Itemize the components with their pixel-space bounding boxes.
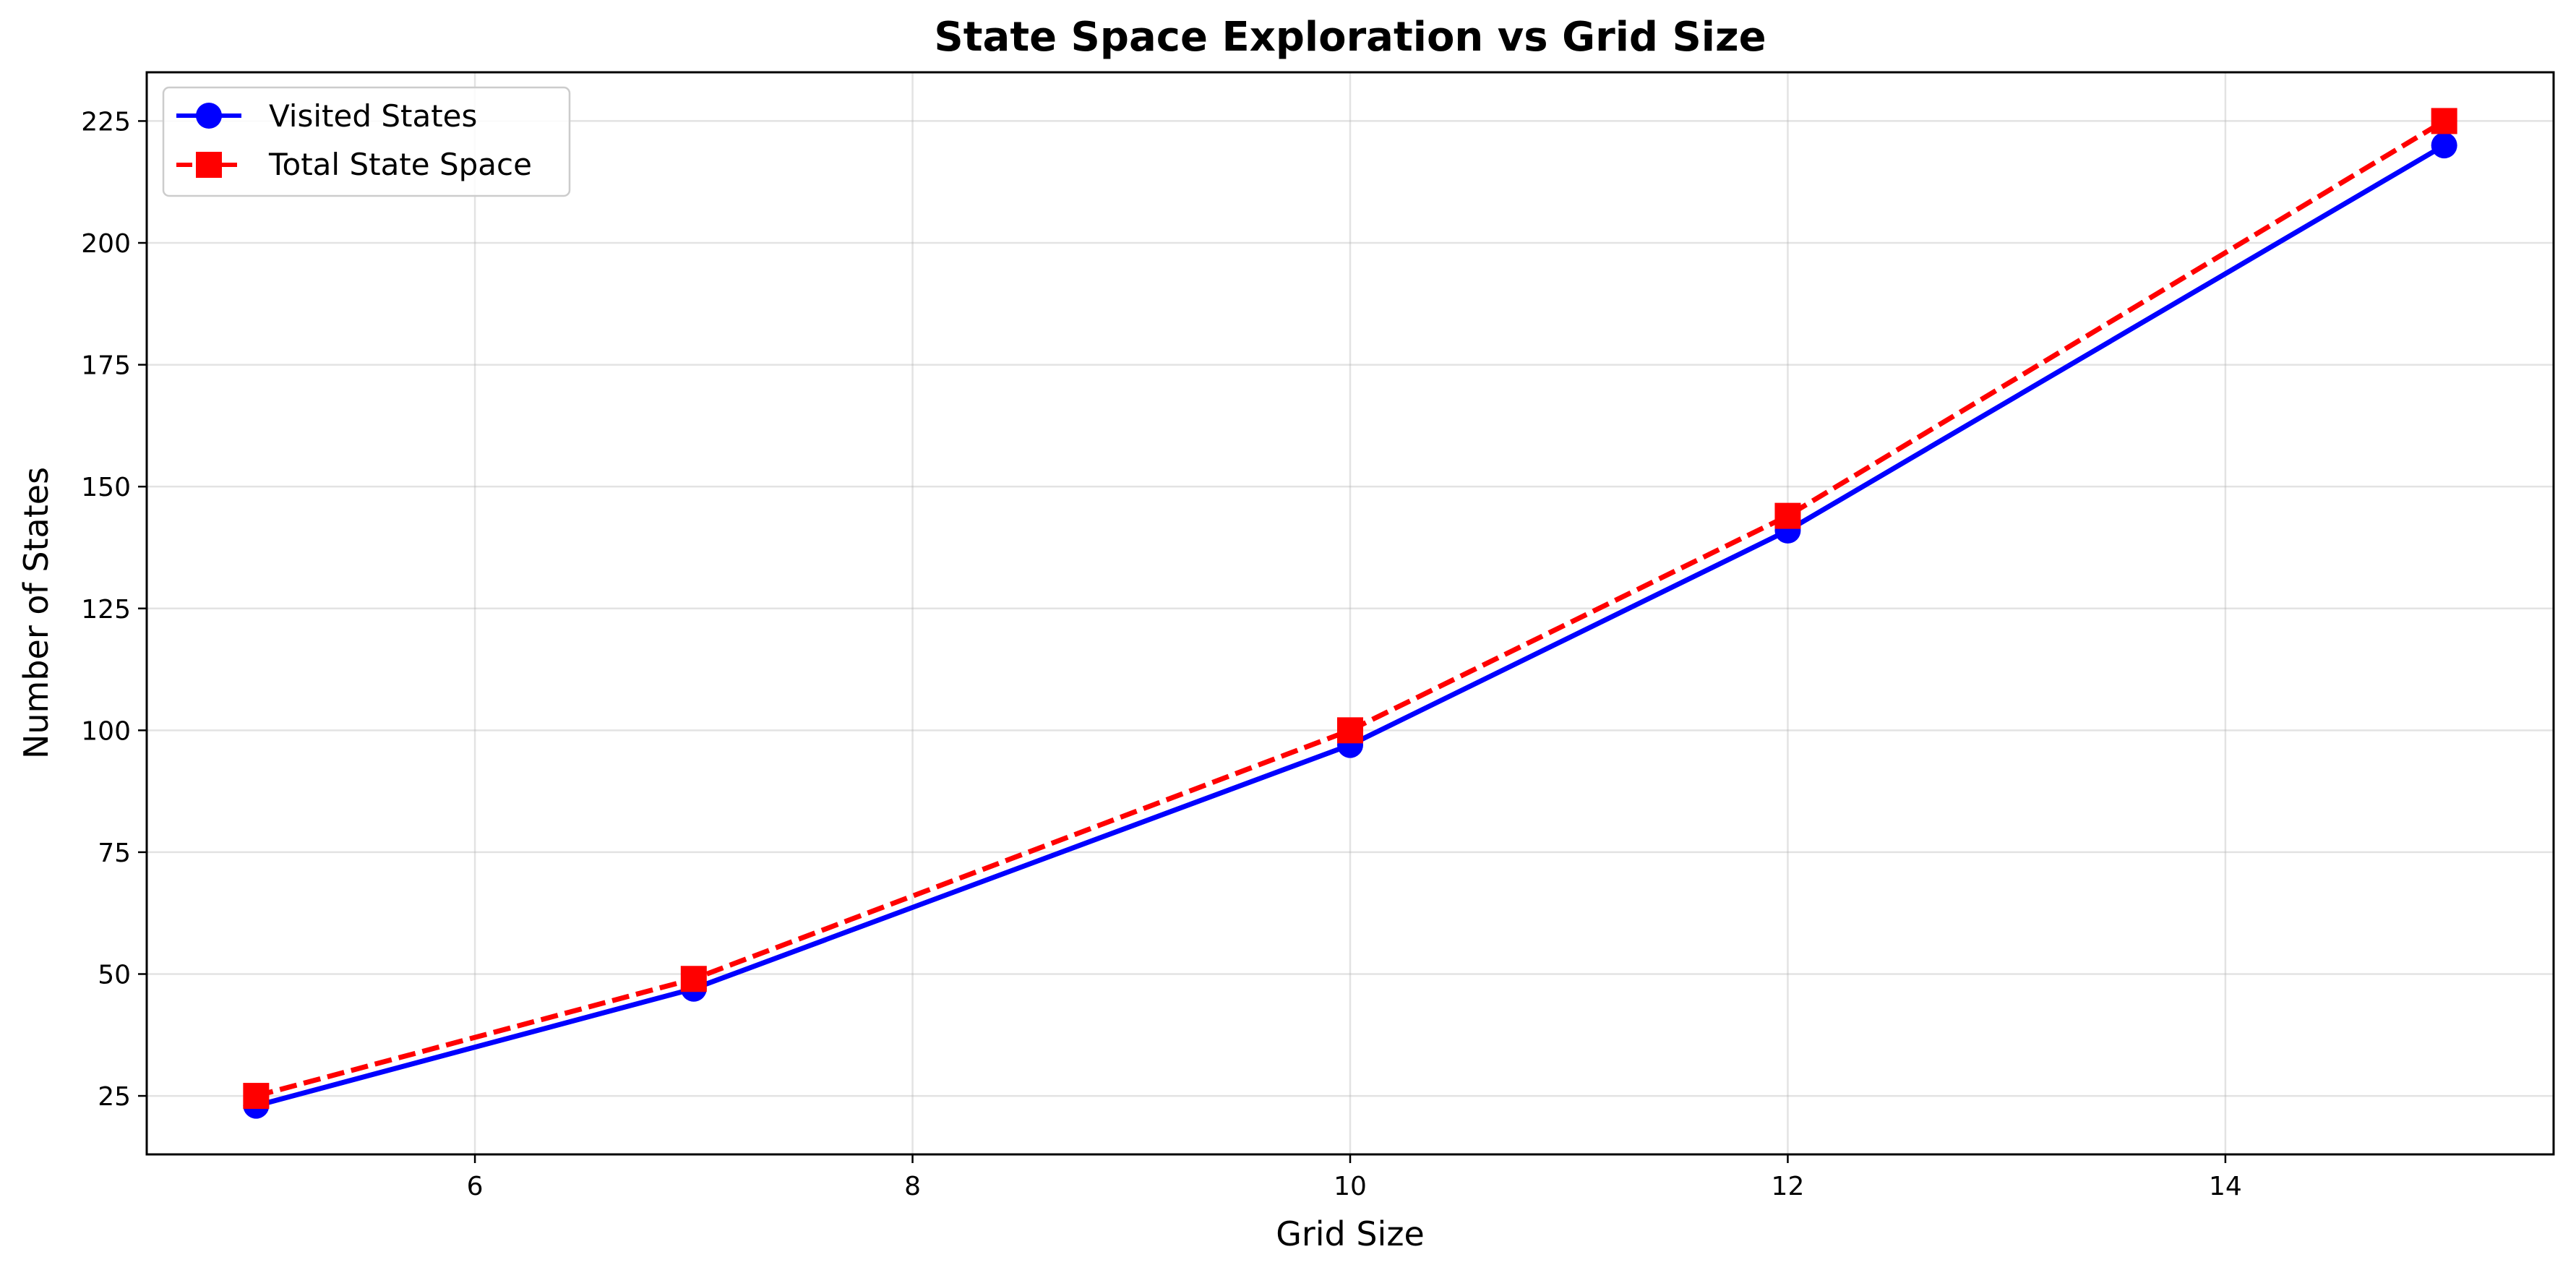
y-tick-label: 150	[81, 473, 131, 502]
data-point-total-state-space	[2431, 108, 2457, 134]
legend-label-visited-states: Visited States	[269, 98, 477, 134]
legend-marker-circle	[196, 103, 222, 129]
x-axis-label: Grid Size	[1276, 1214, 1425, 1253]
data-point-total-state-space	[680, 966, 707, 992]
legend: Visited States Total State Space	[162, 86, 571, 197]
y-tick-label: 75	[98, 839, 131, 868]
data-point-total-state-space	[243, 1083, 270, 1110]
x-tick-label: 14	[2209, 1172, 2242, 1201]
data-point-total-state-space	[1337, 717, 1363, 744]
y-tick-label: 100	[81, 716, 131, 746]
x-tick-label: 12	[1772, 1172, 1805, 1201]
x-tick-label: 8	[904, 1172, 921, 1201]
chart-title: State Space Exploration vs Grid Size	[934, 14, 1766, 61]
data-point-total-state-space	[1774, 502, 1801, 529]
y-tick-label: 25	[98, 1082, 131, 1112]
y-tick-label: 200	[81, 229, 131, 259]
series-line-total-state-space	[255, 119, 2446, 1099]
data-point-visited-states	[2431, 132, 2457, 159]
y-tick-label: 125	[81, 595, 131, 625]
x-tick-label: 6	[467, 1172, 484, 1201]
legend-marker-square	[196, 152, 222, 178]
y-tick-label: 225	[81, 107, 131, 137]
y-tick-label: 50	[98, 961, 131, 990]
x-tick-label: 10	[1334, 1172, 1367, 1201]
legend-label-total-state-space: Total State Space	[268, 147, 532, 182]
y-tick-label: 175	[81, 351, 131, 381]
y-axis-label: Number of States	[17, 467, 56, 759]
grid-lines	[147, 72, 2554, 1154]
legend-frame	[162, 86, 571, 197]
series-layer	[243, 108, 2457, 1119]
axis-ticks: 6 8 10 12 14 25 50 75 100 125 150 175 200 225	[81, 107, 2242, 1201]
